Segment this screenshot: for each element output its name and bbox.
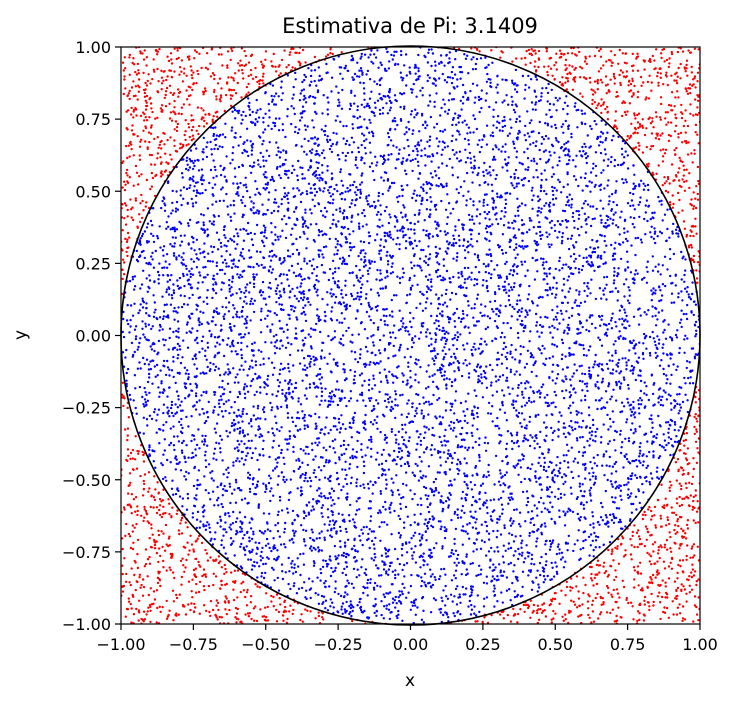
y-tick-label: −0.75 bbox=[62, 543, 111, 562]
y-tick-label: −0.25 bbox=[62, 399, 111, 418]
y-tick-label: 0.25 bbox=[75, 254, 111, 273]
inside-point-marks bbox=[121, 47, 700, 624]
y-tick-label: −0.50 bbox=[62, 471, 111, 490]
inside-points-series bbox=[121, 47, 700, 624]
x-axis-label: x bbox=[405, 671, 415, 691]
x-tick-label: 1.00 bbox=[682, 635, 718, 654]
y-tick-label: −1.00 bbox=[62, 615, 111, 634]
y-tick-label: 0.75 bbox=[75, 110, 111, 129]
x-axis: −1.00 −0.75 −0.50 −0.25 0.00 0.25 0.50 0.75 1.00 bbox=[96, 624, 718, 654]
chart-title: Estimativa de Pi: 3.1409 bbox=[282, 14, 538, 38]
y-axis: −1.00 −0.75 −0.50 −0.25 0.00 0.25 0.50 0.75 1.00 bbox=[62, 38, 121, 634]
y-tick-label: 0.00 bbox=[75, 327, 111, 346]
x-tick-label: −0.25 bbox=[314, 635, 363, 654]
x-tick-label: 0.00 bbox=[393, 635, 429, 654]
x-tick-label: 0.50 bbox=[537, 635, 573, 654]
outside-point-marks bbox=[121, 47, 700, 624]
x-tick-label: −0.75 bbox=[169, 635, 218, 654]
y-tick-label: 0.50 bbox=[75, 182, 111, 201]
y-tick-label: 1.00 bbox=[75, 38, 111, 57]
x-tick-label: 0.75 bbox=[610, 635, 646, 654]
x-tick-label: −0.50 bbox=[241, 635, 290, 654]
outside-points-series bbox=[121, 47, 700, 624]
x-tick-label: 0.25 bbox=[465, 635, 501, 654]
y-axis-label: y bbox=[11, 330, 31, 340]
x-tick-label: −1.00 bbox=[96, 635, 145, 654]
